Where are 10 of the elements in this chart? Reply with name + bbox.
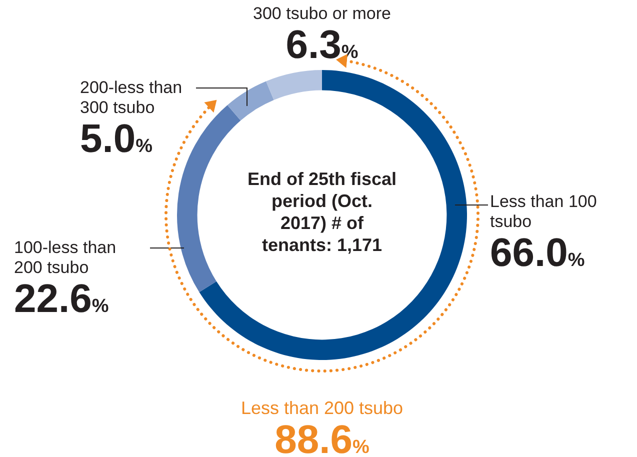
slice-label: 100-less than 200 tsubo (14, 238, 118, 278)
slice-label: 200-less than 300 tsubo (80, 78, 184, 118)
slice-label: 300 tsubo or more (252, 4, 392, 24)
text: End of 25th fiscal period (Oct. 2017) # of tenants: 1,171 (247, 168, 397, 256)
slice-label: Less than 100 tsubo (490, 192, 598, 232)
text: Less than 200 tsubo 88.6% (240, 398, 404, 457)
data-label: 5.0% (80, 117, 154, 163)
data-label: 66.0% (490, 231, 586, 277)
data-label: 22.6% (14, 277, 110, 323)
data-label: 6.3% (284, 23, 360, 69)
